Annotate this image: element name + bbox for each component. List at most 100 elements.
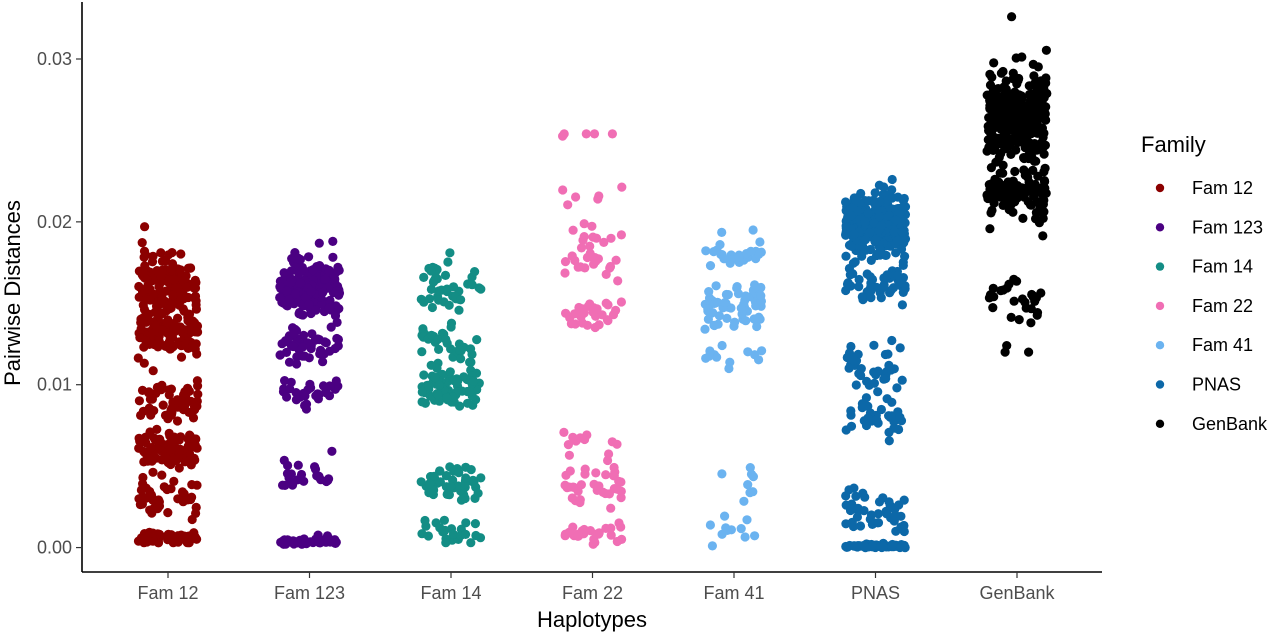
data-point <box>995 168 1005 178</box>
data-point <box>558 185 568 195</box>
data-point <box>275 292 285 303</box>
data-point <box>857 399 868 409</box>
data-point <box>442 489 452 499</box>
data-point <box>754 355 764 365</box>
data-point <box>165 303 175 314</box>
data-point <box>899 193 909 204</box>
data-point <box>311 391 321 401</box>
data-point <box>454 468 464 478</box>
data-point <box>704 287 714 297</box>
data-point <box>318 381 329 391</box>
data-point <box>1032 310 1042 320</box>
data-point <box>580 434 590 445</box>
data-point <box>892 236 903 246</box>
series-fam-14 <box>416 248 486 548</box>
data-point <box>289 329 299 339</box>
data-point <box>613 276 623 286</box>
data-point <box>560 268 570 278</box>
data-point <box>158 400 168 410</box>
data-point <box>601 298 611 308</box>
data-point <box>616 297 627 307</box>
data-point <box>719 254 729 264</box>
data-point <box>564 527 575 537</box>
data-point <box>736 524 746 534</box>
data-point <box>159 482 169 492</box>
data-point <box>163 414 173 424</box>
data-point <box>846 341 856 352</box>
data-point <box>442 393 452 403</box>
data-point <box>146 443 156 453</box>
data-point <box>588 539 598 549</box>
data-point <box>441 538 451 548</box>
data-point <box>601 269 611 279</box>
data-point <box>989 198 999 208</box>
data-point <box>853 206 863 216</box>
data-point <box>300 400 310 411</box>
data-point <box>333 334 343 345</box>
data-point <box>704 351 714 361</box>
data-point <box>146 410 156 420</box>
data-point <box>588 232 598 242</box>
data-point <box>889 227 899 237</box>
data-point <box>845 540 855 551</box>
data-point <box>593 194 603 204</box>
x-tick-label: Fam 22 <box>562 583 623 603</box>
data-point <box>988 303 998 313</box>
data-point <box>134 443 144 453</box>
data-point <box>282 392 292 402</box>
data-point <box>156 248 166 258</box>
data-point <box>292 359 302 369</box>
data-point <box>465 357 475 367</box>
data-point <box>434 344 444 354</box>
data-point <box>717 227 727 237</box>
data-point <box>1026 304 1036 314</box>
data-point <box>1020 128 1030 138</box>
data-point <box>445 248 455 258</box>
data-point <box>999 105 1009 115</box>
data-point <box>843 278 853 288</box>
data-point <box>1029 80 1039 90</box>
data-point <box>319 349 329 359</box>
data-point <box>192 376 202 386</box>
data-point <box>999 129 1009 139</box>
data-point <box>172 283 182 293</box>
data-point <box>139 534 149 544</box>
data-point <box>290 289 301 299</box>
data-point <box>311 305 321 315</box>
data-point <box>293 253 303 263</box>
data-point <box>860 235 871 245</box>
data-point <box>869 367 879 377</box>
data-point <box>1041 45 1051 55</box>
data-point <box>983 192 993 202</box>
legend-key <box>1155 183 1165 193</box>
data-point <box>172 416 183 426</box>
data-point <box>887 335 897 346</box>
data-point <box>448 282 459 292</box>
data-point <box>285 277 295 287</box>
data-point <box>587 221 597 231</box>
data-point <box>1006 312 1016 322</box>
x-tick-label: Fam 41 <box>703 583 764 603</box>
data-point <box>331 376 341 386</box>
data-point <box>293 460 303 470</box>
series-fam-12 <box>133 222 203 548</box>
data-point <box>722 313 732 323</box>
data-point <box>1036 288 1046 298</box>
data-point <box>426 284 436 294</box>
data-point <box>873 509 883 519</box>
data-point <box>426 360 436 370</box>
y-tick-label: 0.00 <box>37 538 72 558</box>
data-point <box>163 507 173 518</box>
data-point <box>841 519 851 529</box>
data-point <box>141 493 151 503</box>
data-point <box>725 357 735 367</box>
data-point <box>167 438 177 448</box>
data-point <box>756 282 766 293</box>
data-point <box>138 406 148 416</box>
data-point <box>882 509 892 519</box>
data-point <box>734 252 744 262</box>
data-point <box>166 384 176 394</box>
data-point <box>861 420 872 431</box>
data-point <box>1000 347 1010 357</box>
data-point <box>562 483 572 493</box>
